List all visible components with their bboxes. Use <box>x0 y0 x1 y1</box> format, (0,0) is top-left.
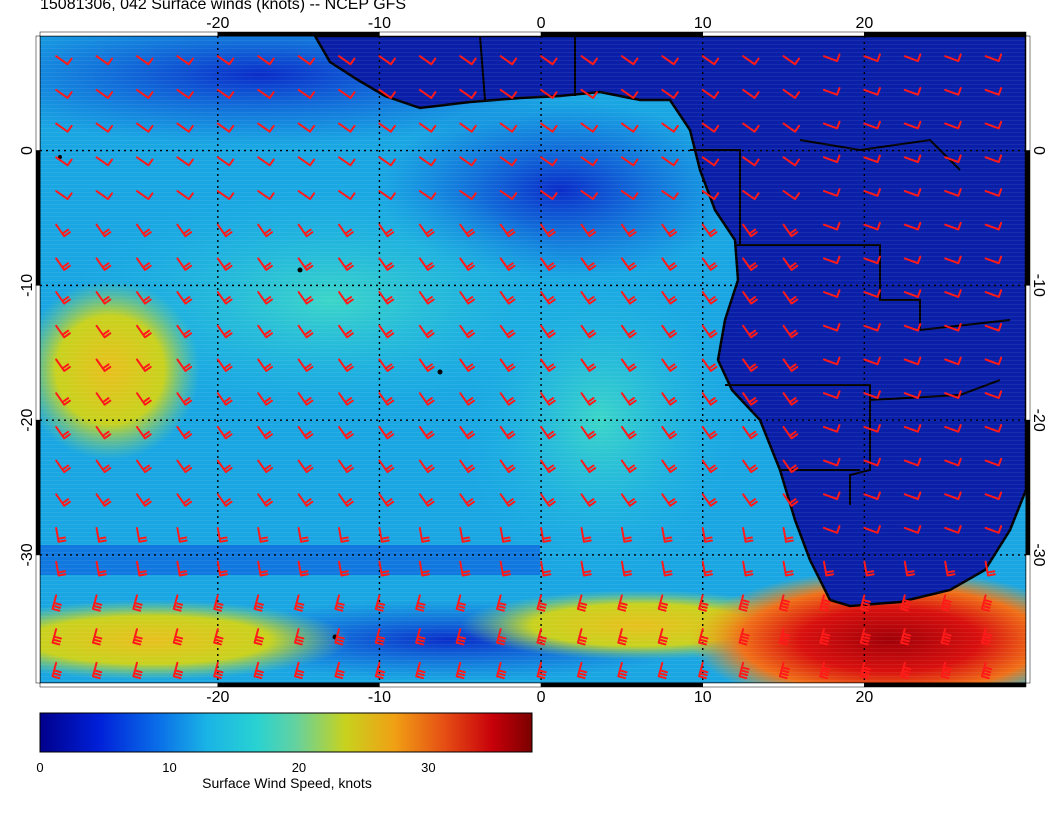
colorbar-title: Surface Wind Speed, knots <box>202 775 372 791</box>
border-bar <box>36 151 40 286</box>
lat-tick-label-left: -10 <box>19 274 36 297</box>
lon-tick-label-top: 20 <box>855 15 873 32</box>
colorbar <box>40 713 532 752</box>
lon-tick-label-top: 0 <box>537 15 546 32</box>
border-bar <box>40 32 218 36</box>
border-bar <box>1026 36 1030 151</box>
border-bar <box>36 285 40 420</box>
border-bar <box>218 683 380 687</box>
colorbar-tick-label: 0 <box>36 760 43 775</box>
lat-tick-label-left: -20 <box>19 408 36 431</box>
border-bar <box>1026 285 1030 420</box>
colorbar-tick-label: 10 <box>162 760 176 775</box>
border-bar <box>1026 151 1030 286</box>
lon-tick-label-bottom: -20 <box>206 689 229 706</box>
border-bar <box>541 683 703 687</box>
colorbar-tick-label: 30 <box>421 760 435 775</box>
lon-tick-label-top: -20 <box>206 15 229 32</box>
border-bar <box>218 32 380 36</box>
lat-tick-label-right: -10 <box>1030 274 1047 297</box>
lon-tick-label-bottom: -10 <box>368 689 391 706</box>
map-field <box>0 5 1056 710</box>
colorbar-tick-label: 20 <box>292 760 306 775</box>
lon-tick-label-bottom: 10 <box>694 689 712 706</box>
lat-tick-label-left: 0 <box>19 146 36 155</box>
border-bar <box>40 683 218 687</box>
lat-tick-label-right: 0 <box>1030 146 1047 155</box>
border-bar <box>36 36 40 151</box>
border-bar <box>36 555 40 683</box>
lon-tick-label-bottom: 20 <box>855 689 873 706</box>
lon-tick-label-top: -10 <box>368 15 391 32</box>
border-bar <box>864 32 1026 36</box>
lat-tick-label-left: -30 <box>19 543 36 566</box>
border-bar <box>379 32 541 36</box>
border-bar <box>703 32 865 36</box>
border-bar <box>36 420 40 555</box>
lon-tick-label-top: 10 <box>694 15 712 32</box>
border-bar <box>379 683 541 687</box>
lat-tick-label-right: -30 <box>1030 543 1047 566</box>
border-bar <box>1026 420 1030 555</box>
border-bar <box>864 683 1026 687</box>
border-bar <box>703 683 865 687</box>
lat-tick-label-right: -20 <box>1030 409 1047 432</box>
border-bar <box>1026 555 1030 683</box>
border-bar <box>541 32 703 36</box>
lon-tick-label-bottom: 0 <box>537 689 546 706</box>
